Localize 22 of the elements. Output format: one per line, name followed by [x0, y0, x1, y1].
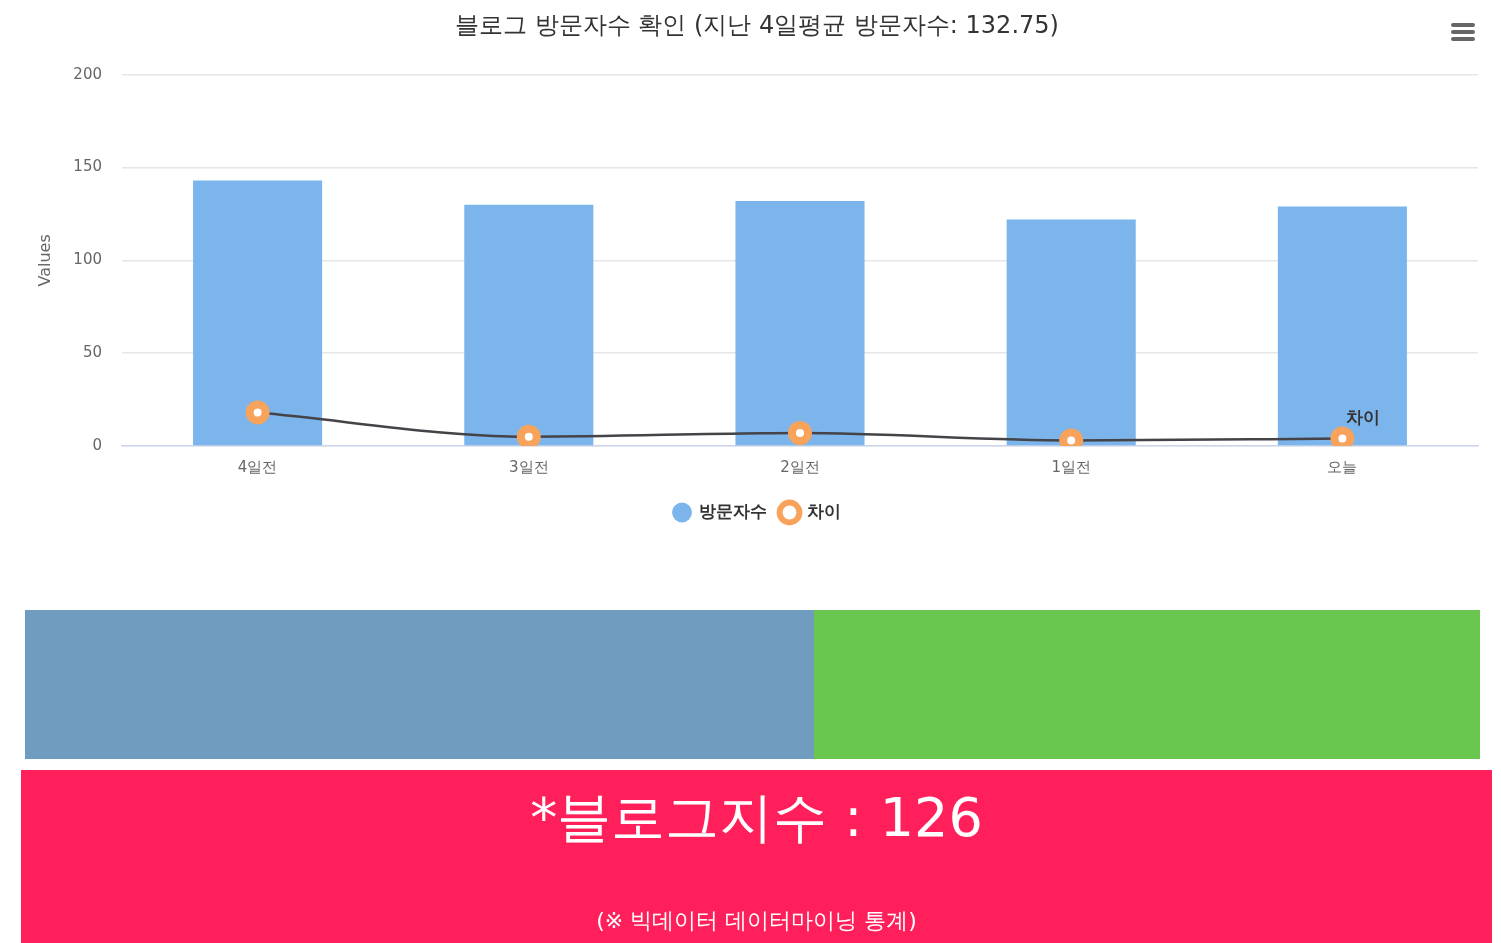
y-tick-label: 200: [73, 64, 102, 83]
bar: [1277, 206, 1407, 446]
x-tick-label: 오늘: [1327, 457, 1358, 476]
y-tick-label: 150: [73, 157, 102, 176]
bar: [735, 201, 865, 446]
chart-title: 블로그 방문자수 확인 (지난 4일평균 방문자수: 132.75): [455, 10, 1059, 39]
bar: [464, 204, 594, 446]
annotation: 차이: [1346, 407, 1381, 427]
x-tick-label: 3일전: [509, 457, 549, 476]
y-axis-title: Values: [34, 234, 54, 287]
legend-label: 차이: [806, 500, 841, 521]
x-tick-label: 4일전: [237, 457, 278, 476]
bar: [1006, 219, 1136, 446]
y-tick-label: 100: [73, 250, 102, 269]
text: *블로그지수 : 126: [530, 786, 983, 849]
bar: [193, 180, 323, 446]
y-tick-label: 50: [82, 343, 102, 362]
x-tick-label: 2일전: [780, 457, 820, 476]
text: (※ 빅데이터 데이터마이닝 통계): [596, 908, 917, 933]
y-tick-label: 0: [92, 435, 102, 454]
x-tick-label: 1일전: [1051, 457, 1091, 476]
legend-label: 방문자수: [699, 500, 767, 521]
